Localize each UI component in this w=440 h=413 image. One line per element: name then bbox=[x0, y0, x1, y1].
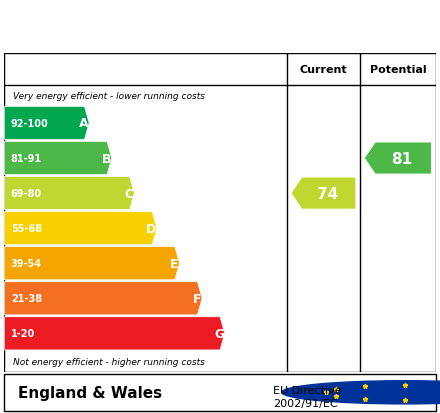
Text: 81-91: 81-91 bbox=[11, 154, 42, 164]
Text: E: E bbox=[170, 257, 178, 270]
Text: 39-54: 39-54 bbox=[11, 259, 42, 268]
Text: Very energy efficient - lower running costs: Very energy efficient - lower running co… bbox=[13, 91, 205, 100]
Text: D: D bbox=[147, 222, 157, 235]
Text: 55-68: 55-68 bbox=[11, 223, 42, 234]
Polygon shape bbox=[364, 143, 431, 175]
Text: 21-38: 21-38 bbox=[11, 294, 42, 304]
Text: Energy Efficiency Rating: Energy Efficiency Rating bbox=[13, 14, 301, 34]
Text: F: F bbox=[192, 292, 201, 305]
Text: 69-80: 69-80 bbox=[11, 189, 42, 199]
Text: 74: 74 bbox=[317, 186, 338, 201]
Text: 1-20: 1-20 bbox=[11, 329, 35, 339]
Polygon shape bbox=[4, 247, 180, 280]
Polygon shape bbox=[291, 178, 356, 209]
Polygon shape bbox=[4, 177, 134, 210]
Text: 2002/91/EC: 2002/91/EC bbox=[273, 398, 337, 408]
Text: Not energy efficient - higher running costs: Not energy efficient - higher running co… bbox=[13, 357, 205, 366]
Text: B: B bbox=[102, 152, 111, 165]
Polygon shape bbox=[4, 282, 202, 315]
Text: 92-100: 92-100 bbox=[11, 119, 48, 128]
Text: C: C bbox=[125, 187, 133, 200]
Text: England & Wales: England & Wales bbox=[18, 385, 162, 400]
Text: A: A bbox=[79, 117, 88, 130]
Text: G: G bbox=[214, 327, 224, 340]
Polygon shape bbox=[4, 212, 157, 245]
Polygon shape bbox=[4, 107, 89, 140]
Text: EU Directive: EU Directive bbox=[273, 385, 341, 395]
Polygon shape bbox=[4, 317, 225, 350]
Text: Potential: Potential bbox=[370, 64, 426, 75]
Text: Current: Current bbox=[300, 64, 347, 75]
Text: 81: 81 bbox=[392, 151, 413, 166]
Polygon shape bbox=[4, 142, 112, 175]
Circle shape bbox=[282, 381, 440, 404]
